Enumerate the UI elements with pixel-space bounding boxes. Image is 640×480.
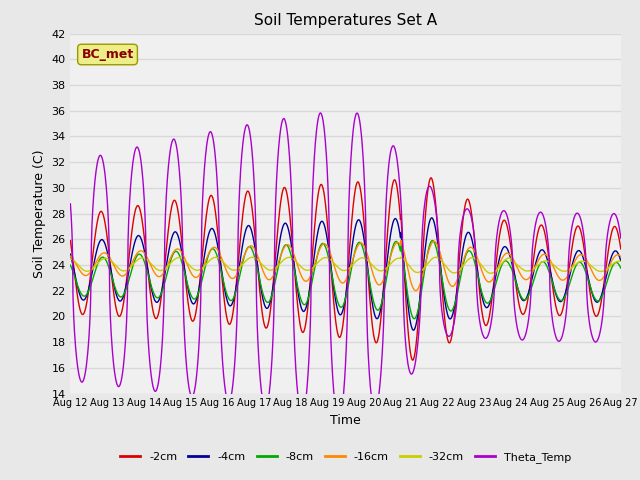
X-axis label: Time: Time: [330, 414, 361, 427]
Legend: -2cm, -4cm, -8cm, -16cm, -32cm, Theta_Temp: -2cm, -4cm, -8cm, -16cm, -32cm, Theta_Te…: [116, 447, 575, 467]
Y-axis label: Soil Temperature (C): Soil Temperature (C): [33, 149, 45, 278]
Title: Soil Temperatures Set A: Soil Temperatures Set A: [254, 13, 437, 28]
Text: BC_met: BC_met: [81, 48, 134, 61]
